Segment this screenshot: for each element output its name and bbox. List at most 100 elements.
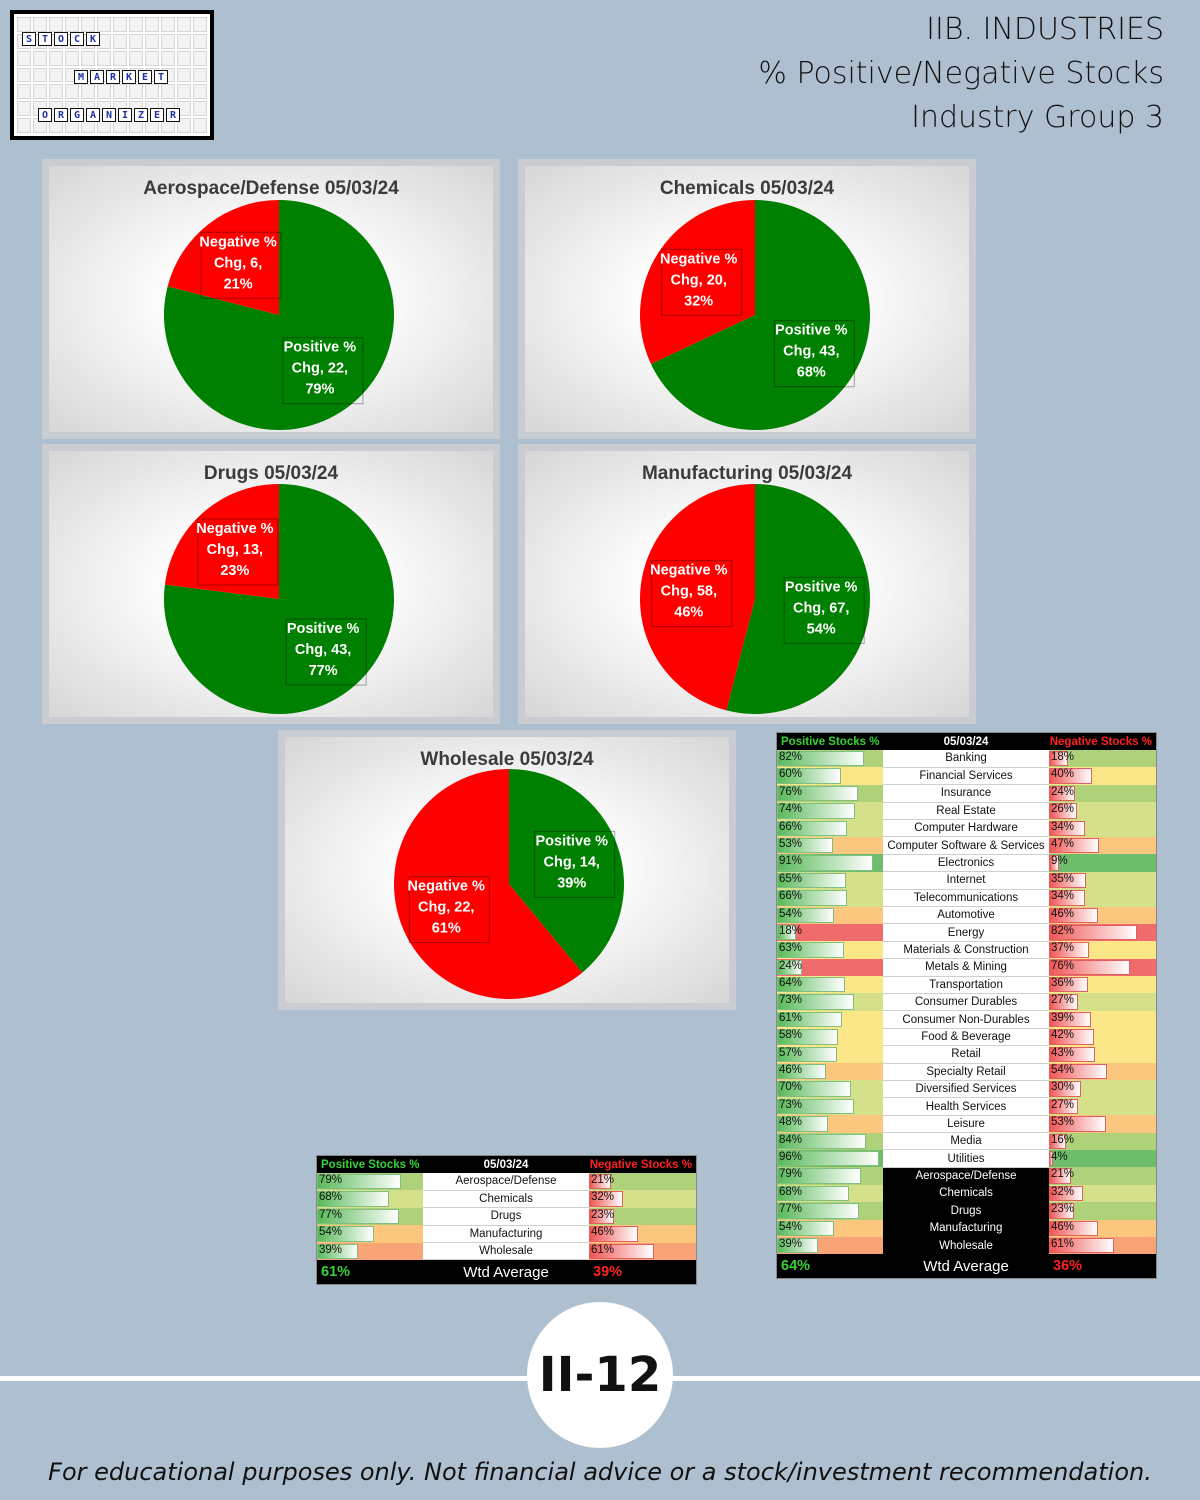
negative-cell: 40% bbox=[1049, 767, 1156, 785]
logo-grid-cell bbox=[17, 84, 31, 100]
logo-letter: T bbox=[154, 70, 168, 84]
positive-value: 58% bbox=[779, 1029, 803, 1042]
pie-slice-negative bbox=[640, 200, 755, 364]
negative-value: 27% bbox=[1051, 994, 1075, 1007]
negative-cell: 34% bbox=[1049, 889, 1156, 907]
negative-cell: 42% bbox=[1049, 1028, 1156, 1046]
header-subtitle: % Positive/Negative Stocks bbox=[758, 56, 1164, 91]
data-label-positive: Positive % Chg, 43, 77% bbox=[285, 618, 367, 686]
table-row: 54% Automotive 46% bbox=[777, 906, 1156, 925]
table-row: 54% Manufacturing 46% bbox=[317, 1225, 696, 1244]
logo-grid-cell bbox=[97, 50, 111, 66]
positive-value: 66% bbox=[779, 820, 803, 833]
negative-bar bbox=[1049, 1081, 1082, 1097]
data-label-line: Negative % bbox=[199, 234, 276, 250]
negative-cell: 26% bbox=[1049, 802, 1156, 820]
negative-value: 21% bbox=[1051, 1168, 1075, 1181]
table-row: 82% Banking 18% bbox=[777, 750, 1156, 768]
positive-cell: 77% bbox=[317, 1207, 423, 1226]
negative-bar bbox=[1049, 1011, 1091, 1028]
positive-cell: 63% bbox=[777, 941, 883, 959]
table-row: 68% Chemicals 32% bbox=[777, 1184, 1156, 1203]
data-label-line: 68% bbox=[797, 365, 826, 381]
table-row: 61% Consumer Non-Durables 39% bbox=[777, 1010, 1156, 1029]
positive-cell: 64% bbox=[777, 976, 883, 994]
header-negative: Negative Stocks % bbox=[589, 1158, 692, 1171]
data-label-positive: Positive % Chg, 22, 79% bbox=[282, 337, 364, 405]
negative-value: 82% bbox=[1051, 924, 1075, 937]
negative-bar bbox=[1049, 959, 1131, 976]
industry-name: Consumer Durables bbox=[883, 993, 1049, 1012]
header-negative: Negative Stocks % bbox=[1049, 735, 1152, 748]
chart-title: Drugs 05/03/24 bbox=[203, 463, 339, 484]
logo-letter: O bbox=[38, 108, 52, 122]
negative-cell: 9% bbox=[1049, 854, 1156, 872]
data-label-line: 46% bbox=[674, 605, 703, 621]
negative-bar bbox=[1049, 977, 1088, 993]
positive-value: 77% bbox=[779, 1203, 803, 1216]
positive-bar bbox=[777, 1203, 859, 1219]
footer-positive-average: 64% bbox=[781, 1258, 811, 1275]
table-footer-row: 64% Wtd Average 36% bbox=[777, 1254, 1156, 1278]
logo-letter: I bbox=[118, 108, 132, 122]
data-label-line: Negative % bbox=[650, 563, 727, 579]
positive-bar bbox=[777, 1011, 842, 1028]
logo-grid-cell bbox=[33, 50, 47, 66]
positive-cell: 73% bbox=[777, 993, 883, 1011]
positive-value: 18% bbox=[779, 924, 803, 937]
industry-name: Health Services bbox=[883, 1097, 1049, 1116]
positive-value: 64% bbox=[779, 977, 803, 990]
positive-cell: 57% bbox=[777, 1045, 883, 1064]
positive-value: 68% bbox=[779, 1185, 803, 1198]
logo-grid-cell bbox=[17, 17, 31, 32]
negative-cell: 37% bbox=[1049, 941, 1156, 959]
logo-grid-cell bbox=[129, 33, 143, 49]
pie-chart: Positive % Chg, 43, 68% Negative % Chg, 20, 3… bbox=[640, 200, 870, 430]
table-row: 68% Chemicals 32% bbox=[317, 1190, 696, 1209]
positive-value: 70% bbox=[779, 1081, 803, 1094]
positive-cell: 82% bbox=[777, 750, 883, 768]
logo-grid-cell bbox=[49, 17, 63, 32]
positive-bar bbox=[777, 837, 834, 854]
data-label-frame bbox=[282, 337, 364, 405]
negative-bar bbox=[1049, 1203, 1074, 1219]
positive-cell: 58% bbox=[777, 1028, 883, 1046]
logo-grid-cell bbox=[113, 33, 127, 49]
logo-grid-cell bbox=[193, 50, 207, 66]
negative-bar bbox=[1049, 1237, 1115, 1254]
negative-cell: 18% bbox=[1049, 750, 1156, 768]
logo-grid-cell bbox=[177, 33, 191, 49]
chart-title: Aerospace/Defense 05/03/24 bbox=[143, 178, 399, 199]
positive-bar bbox=[777, 1029, 839, 1045]
header-group: Industry Group 3 bbox=[911, 100, 1164, 135]
pie-slice-negative bbox=[164, 484, 279, 599]
data-label-line: Chg, 6, bbox=[214, 255, 262, 271]
logo-letter: C bbox=[70, 32, 84, 46]
positive-bar bbox=[777, 1185, 850, 1202]
negative-value: 4% bbox=[1051, 1150, 1068, 1163]
negative-cell: 43% bbox=[1049, 1045, 1156, 1064]
pie-slice-positive bbox=[509, 769, 624, 973]
negative-value: 32% bbox=[1051, 1185, 1075, 1198]
footer-label: Wtd Average bbox=[463, 1263, 549, 1281]
data-label-line: Chg, 20, bbox=[670, 272, 726, 288]
positive-cell: 96% bbox=[777, 1149, 883, 1168]
positive-bar bbox=[777, 855, 874, 871]
table-row: 84% Media 16% bbox=[777, 1132, 1156, 1151]
negative-value: 18% bbox=[1051, 751, 1075, 763]
industry-name: Electronics bbox=[883, 854, 1049, 873]
data-label-line: Chg, 43, bbox=[295, 642, 351, 658]
negative-value: 16% bbox=[1051, 1133, 1075, 1146]
logo-grid-cell bbox=[129, 17, 143, 32]
positive-bar bbox=[317, 1208, 399, 1225]
negative-bar bbox=[1049, 1220, 1099, 1236]
positive-bar bbox=[317, 1243, 359, 1259]
table-row: 39% Wholesale 61% bbox=[317, 1242, 696, 1261]
data-label-line: Negative % bbox=[196, 521, 273, 537]
negative-value: 46% bbox=[591, 1226, 615, 1239]
positive-cell: 46% bbox=[777, 1063, 883, 1081]
industry-name: Wholesale bbox=[423, 1242, 589, 1261]
data-label-line: 39% bbox=[557, 875, 586, 891]
positive-bar bbox=[777, 924, 797, 941]
